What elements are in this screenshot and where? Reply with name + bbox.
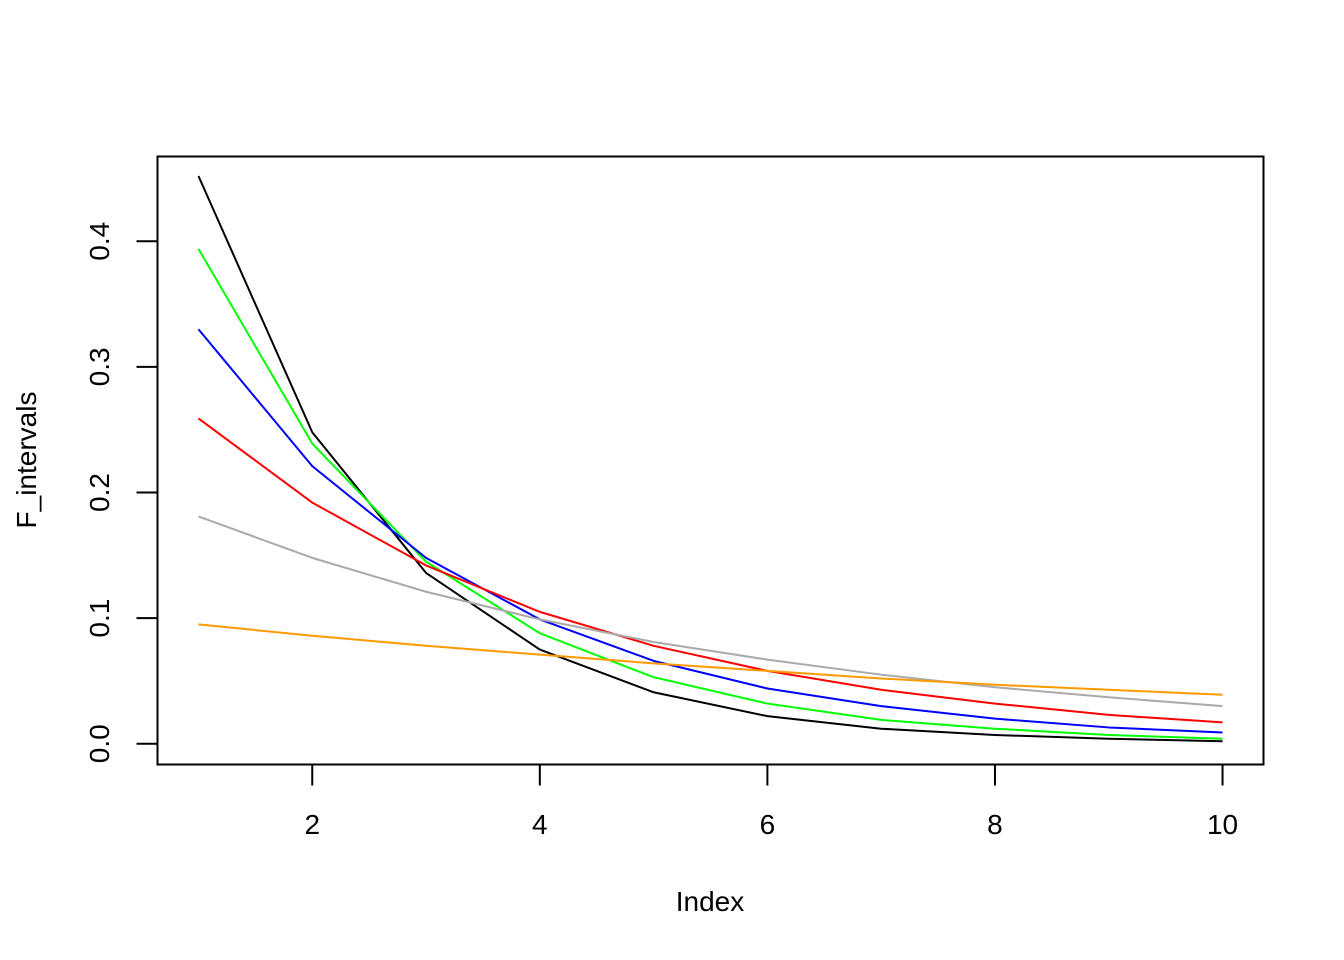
series-line-5 (198, 515, 1223, 708)
x-tick-label: 10 (1207, 809, 1238, 840)
y-axis: 0.0 0.1 0.2 0.3 0.4 (84, 222, 159, 763)
x-axis-label: Index (676, 886, 745, 917)
x-tick-label: 6 (760, 809, 776, 840)
y-tick-label: 0.0 (84, 724, 115, 763)
x-axis: 2 4 6 8 10 (304, 763, 1238, 840)
y-tick-label: 0.1 (84, 599, 115, 638)
series-line-4 (197, 417, 1223, 724)
x-tick-label: 2 (304, 809, 320, 840)
series-line-2 (197, 248, 1223, 740)
plot-frame (156, 155, 1265, 766)
y-tick-label: 0.2 (84, 473, 115, 512)
series-line-6 (198, 623, 1223, 696)
series-line-3 (197, 328, 1223, 734)
y-tick-label: 0.3 (84, 347, 115, 386)
series-line-1 (197, 175, 1223, 743)
y-axis-label: F_intervals (11, 392, 42, 529)
x-tick-label: 8 (987, 809, 1003, 840)
series-layer (197, 175, 1223, 743)
y-tick-label: 0.4 (84, 222, 115, 261)
x-tick-label: 4 (532, 809, 548, 840)
